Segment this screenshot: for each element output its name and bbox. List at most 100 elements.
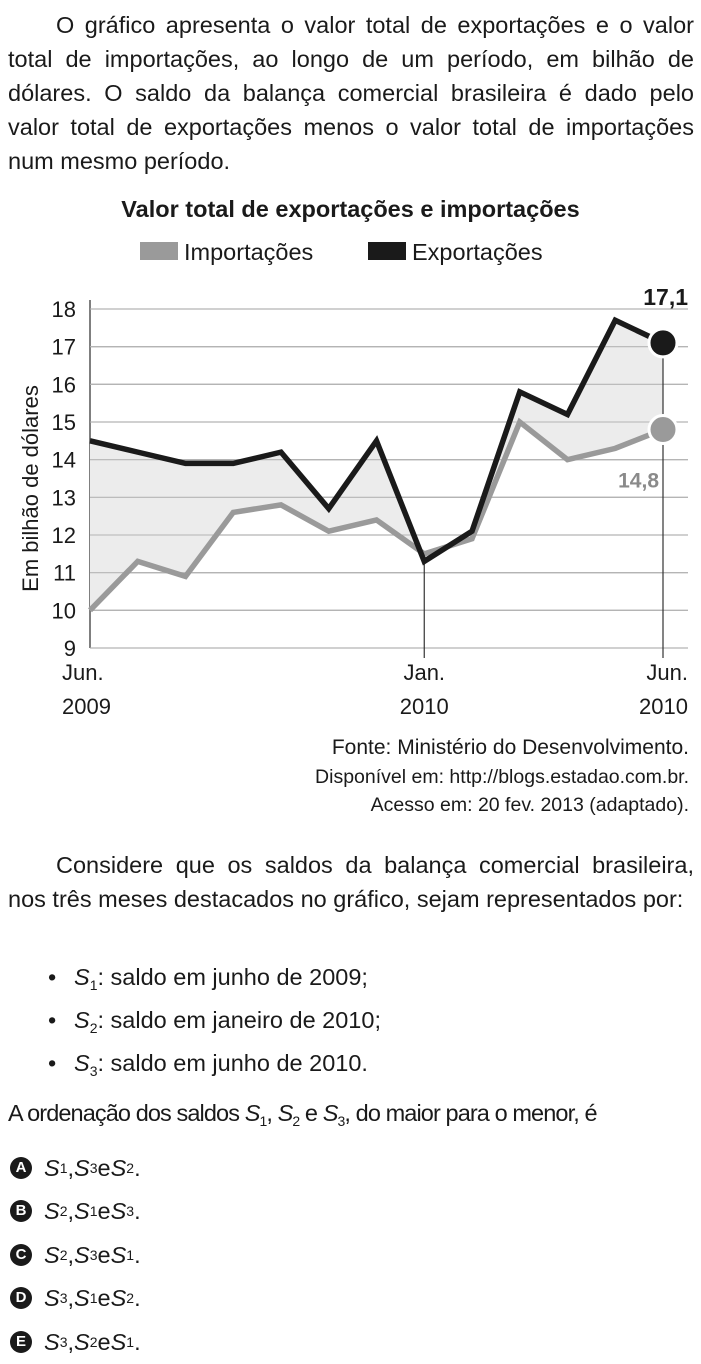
definition-item: • S1: saldo em junho de 2009; xyxy=(48,960,381,1003)
var-sub: 3 xyxy=(89,1159,98,1176)
definition-text: : saldo em janeiro de 2010; xyxy=(97,1007,381,1033)
y-tick-label: 15 xyxy=(52,410,76,435)
var-sub: 2 xyxy=(89,1333,98,1350)
var-sub: 2 xyxy=(59,1246,68,1263)
definition-text: : saldo em junho de 2010. xyxy=(97,1050,368,1076)
var-s: S xyxy=(277,1100,294,1126)
var-s: S xyxy=(110,1154,127,1181)
x-tick-label-year: 2010 xyxy=(400,694,449,719)
var-s: S xyxy=(44,1154,60,1181)
var-sub: 3 xyxy=(126,1203,135,1220)
var-sub: 1 xyxy=(126,1246,135,1263)
var-sub: 3 xyxy=(89,1063,98,1079)
question-suffix: , do maior para o menor, é xyxy=(344,1100,597,1126)
definition-item: • S3: saldo em junho de 2010. xyxy=(48,1046,381,1089)
var-s: S xyxy=(74,1154,90,1181)
option-letter-badge: C xyxy=(10,1243,32,1266)
chart-title: Valor total de exportações e importações xyxy=(121,196,580,222)
var-sub: 2 xyxy=(59,1203,68,1220)
legend-swatch-exportacoes xyxy=(368,242,406,260)
period: . xyxy=(134,1328,141,1355)
intro-paragraph: O gráfico apresenta o valor total de exp… xyxy=(8,8,694,178)
question-prefix: A ordenação dos saldos xyxy=(8,1100,245,1126)
var-sub: 1 xyxy=(89,1290,98,1307)
bullet-dot: • xyxy=(48,964,57,990)
option-letter-badge: B xyxy=(10,1200,32,1223)
var-s: S xyxy=(110,1328,127,1355)
var-sub: 2 xyxy=(126,1159,135,1176)
exportacoes-end-marker xyxy=(647,327,679,359)
saldo-definitions: • S1: saldo em junho de 2009; • S2: saldo … xyxy=(48,960,381,1089)
legend-label-importacoes: Importações xyxy=(184,239,313,265)
x-tick-label-month: Jun. xyxy=(62,660,104,685)
var-sub: 1 xyxy=(126,1333,135,1350)
option-letter-badge: D xyxy=(10,1287,32,1310)
var-s: S xyxy=(110,1241,127,1268)
separator: , xyxy=(67,1328,75,1355)
var-sub: 2 xyxy=(126,1290,135,1307)
annotation-importacoes: 14,8 xyxy=(618,470,659,493)
var-s: S xyxy=(44,1328,60,1355)
var-sub: 3 xyxy=(337,1113,346,1129)
var-sub: 3 xyxy=(59,1290,68,1307)
bullet-dot: • xyxy=(48,1007,57,1033)
x-tick-label-year: 2010 xyxy=(639,694,688,719)
importacoes-end-marker xyxy=(647,414,679,446)
consider-text: Considere que os saldos da balança comer… xyxy=(8,852,694,912)
separator: , xyxy=(67,1241,75,1268)
importacoes-line xyxy=(88,417,665,613)
separator: e xyxy=(97,1154,111,1181)
var-s: S xyxy=(44,1285,60,1312)
separator: , xyxy=(67,1285,75,1312)
x-tick-label-month: Jan. xyxy=(403,660,445,685)
period: . xyxy=(134,1285,141,1312)
var-s: S xyxy=(74,1007,90,1033)
var-sub: 1 xyxy=(89,1203,98,1220)
var-sub: 2 xyxy=(292,1113,300,1129)
x-tick-label-month: Jun. xyxy=(646,660,688,685)
y-tick-label: 12 xyxy=(52,523,76,548)
y-tick-label: 11 xyxy=(53,561,76,586)
annotation-exportacoes: 17,1 xyxy=(643,284,688,310)
var-s: S xyxy=(74,1198,90,1225)
separator: , xyxy=(67,1154,75,1181)
var-s: S xyxy=(74,1050,90,1076)
var-s: S xyxy=(74,1285,90,1312)
question-stem: A ordenação dos saldos S1, S2 e S3, do m… xyxy=(8,1096,598,1138)
var-s: S xyxy=(44,1198,60,1225)
separator: e xyxy=(97,1285,111,1312)
source-line-3: Acesso em: 20 fev. 2013 (adaptado). xyxy=(370,794,689,816)
var-s: S xyxy=(110,1198,127,1225)
separator: e xyxy=(97,1241,111,1268)
y-tick-label: 17 xyxy=(52,335,76,360)
var-s: S xyxy=(44,1241,60,1268)
bullet-dot: • xyxy=(48,1050,57,1076)
legend-swatch-importacoes xyxy=(140,242,178,260)
var-s: S xyxy=(244,1100,261,1126)
var-sub: 1 xyxy=(259,1113,267,1129)
y-tick-label: 10 xyxy=(52,598,76,623)
source-line-1: Fonte: Ministério do Desenvolvimento. xyxy=(331,736,689,759)
source-line-2: Disponível em: http://blogs.estadao.com.… xyxy=(315,766,689,788)
var-sub: 1 xyxy=(89,977,98,993)
separator: e xyxy=(299,1100,323,1126)
separator: , xyxy=(67,1198,75,1225)
var-sub: 3 xyxy=(89,1246,98,1263)
line-chart: Importações Exportações 9 10 11 12 13 14 15 16 17 1… xyxy=(18,239,688,719)
y-axis-label: Em bilhão de dólares xyxy=(18,385,43,592)
option-letter-badge: E xyxy=(10,1330,32,1353)
y-tick-label: 16 xyxy=(52,372,76,397)
legend-label-exportacoes: Exportações xyxy=(412,239,543,265)
var-sub: 3 xyxy=(59,1333,68,1350)
definition-item: • S2: saldo em janeiro de 2010; xyxy=(48,1003,381,1046)
option-letter-badge: A xyxy=(10,1156,32,1179)
intro-text: O gráfico apresenta o valor total de exp… xyxy=(8,12,694,174)
var-s: S xyxy=(74,1328,90,1355)
y-tick-label: 13 xyxy=(52,485,76,510)
